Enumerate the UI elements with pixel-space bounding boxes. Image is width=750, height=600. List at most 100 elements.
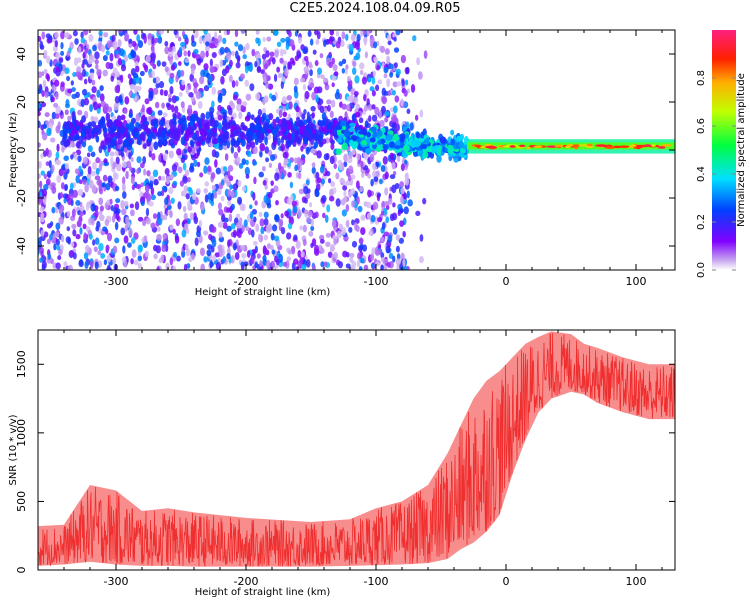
spectrogram-cell xyxy=(60,234,65,243)
spectrogram-cell xyxy=(70,242,75,248)
spectrogram-cell xyxy=(253,216,257,223)
spectrogram-cell xyxy=(369,36,375,44)
spectrogram-cell xyxy=(341,125,347,131)
spectrogram-cell xyxy=(128,112,133,118)
spectrogram-cell xyxy=(231,80,236,88)
spectrogram-cell xyxy=(51,164,55,173)
spectrogram-cell xyxy=(450,129,455,136)
spectrogram-cell xyxy=(265,80,269,89)
spectrogram-cell xyxy=(226,140,231,149)
x-axis-label: Height of straight line (km) xyxy=(195,287,331,298)
spectrogram-cell xyxy=(75,120,80,127)
spectrogram-cell xyxy=(245,43,250,51)
spectrogram-cell xyxy=(194,237,199,247)
colorbar-tick-label: 0.6 xyxy=(696,118,707,134)
spectrogram-cell xyxy=(216,110,221,117)
spectrogram-cell xyxy=(189,120,194,128)
spectrogram-cell xyxy=(39,257,43,263)
spectrogram-cell xyxy=(190,67,195,76)
spectrogram-cell xyxy=(354,75,360,84)
spectrogram-cell xyxy=(335,148,342,156)
spectrogram-cell xyxy=(221,213,226,223)
spectrogram-cell xyxy=(425,137,430,145)
spectrogram-cell xyxy=(228,74,233,83)
spectrogram-cell xyxy=(286,124,293,130)
spectrogram-cell xyxy=(91,185,97,194)
spectrogram-cell xyxy=(148,93,154,102)
spectrogram-cell xyxy=(265,50,270,58)
spectrogram-cell xyxy=(286,256,291,262)
spectrogram-cell xyxy=(388,234,393,243)
spectrogram-cell xyxy=(71,142,76,148)
spectrogram-cell xyxy=(304,125,309,132)
spectrogram-cell xyxy=(172,228,176,235)
spectrogram-cell xyxy=(371,114,378,122)
spectrogram-cell xyxy=(204,157,210,165)
spectrogram-cell xyxy=(171,46,176,53)
spectrogram-cell xyxy=(336,230,343,239)
spectral-line-peak xyxy=(574,146,579,150)
spectrogram-cell xyxy=(162,152,168,162)
spectrogram-cell xyxy=(161,244,166,253)
spectrogram-cell xyxy=(216,188,222,196)
spectrogram-cell xyxy=(172,180,178,187)
spectrogram-cell xyxy=(310,225,315,231)
spectrogram-cell xyxy=(387,133,392,141)
spectrogram-cell xyxy=(349,126,355,133)
spectrogram-cell xyxy=(257,38,261,47)
spectrogram-cell xyxy=(95,167,100,175)
spectrogram-cell xyxy=(165,262,170,270)
spectrogram-cell xyxy=(125,216,130,224)
spectrogram-cell xyxy=(302,83,307,91)
spectrogram-cell xyxy=(453,157,459,163)
spectrogram-cell xyxy=(305,259,311,268)
spectrogram-cell xyxy=(60,50,65,56)
spectrogram-cell xyxy=(238,111,243,120)
spectrogram-cell xyxy=(287,132,293,141)
spectrogram-cell xyxy=(175,134,180,142)
spectrogram-cell xyxy=(133,232,139,240)
spectrogram-cell xyxy=(161,102,165,109)
spectrogram-cell xyxy=(264,136,268,146)
spectrogram-cell xyxy=(90,120,97,127)
spectrogram-cell xyxy=(51,84,57,92)
spectrogram-cell xyxy=(204,194,209,203)
spectrogram-cell xyxy=(41,263,46,270)
spectrogram-cell xyxy=(187,84,192,91)
spectrogram-cell xyxy=(155,76,160,84)
spectrogram-cell xyxy=(164,197,169,205)
spectrogram-cell xyxy=(155,245,161,254)
spectrogram-cell xyxy=(129,209,135,217)
spectrogram-cell xyxy=(261,165,266,172)
spectrogram-cell xyxy=(416,146,422,151)
spectrogram-cell xyxy=(254,200,258,206)
spectrogram-cell xyxy=(262,255,267,262)
spectrogram-cell xyxy=(211,184,217,191)
spectrogram-cell xyxy=(58,216,64,225)
spectrogram-cell xyxy=(375,161,380,168)
spectrogram-cell xyxy=(341,58,347,65)
snr-line xyxy=(38,332,675,567)
spectrogram-cell xyxy=(103,158,108,164)
spectrogram-cell xyxy=(281,76,286,83)
spectrogram-cell xyxy=(173,105,179,114)
spectrogram-cell xyxy=(54,231,60,238)
spectrogram-cell xyxy=(230,254,235,264)
spectrogram-cell xyxy=(376,170,381,178)
spectrogram-cell xyxy=(443,147,448,152)
spectrogram-cell xyxy=(316,150,322,159)
spectrogram-cell xyxy=(219,248,223,258)
spectrogram-cell xyxy=(227,165,234,172)
spectrogram-cell xyxy=(323,261,328,267)
spectrogram-cell xyxy=(371,104,376,110)
spectrogram-cell xyxy=(45,178,51,186)
spectrogram-cell xyxy=(74,168,80,175)
spectrogram-cell xyxy=(38,103,41,109)
spectrogram-cell xyxy=(370,126,377,133)
spectrogram-cell xyxy=(162,112,168,118)
spectrogram-cell xyxy=(364,120,369,129)
spectrogram-cell xyxy=(419,234,424,242)
spectrogram-cell xyxy=(56,174,62,183)
spectrogram-cell xyxy=(71,223,77,230)
spectrogram-cell xyxy=(238,163,244,169)
